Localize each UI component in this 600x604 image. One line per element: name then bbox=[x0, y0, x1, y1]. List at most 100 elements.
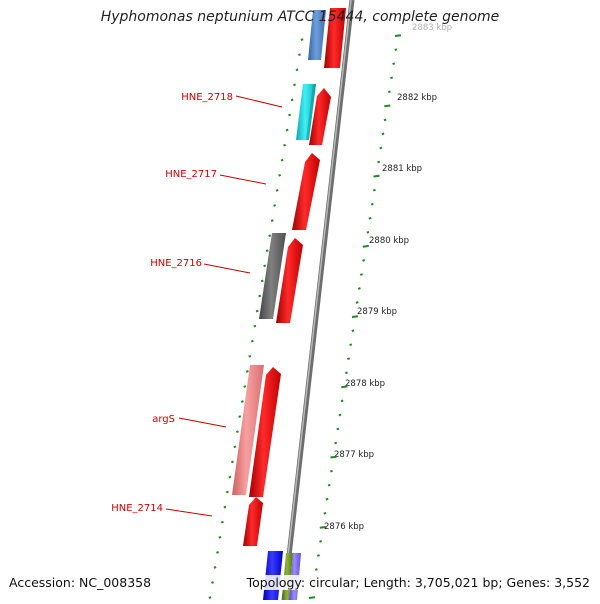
outer-ruler-tick bbox=[392, 62, 396, 66]
gene-label-hne-2714: HNE_2714 bbox=[111, 503, 163, 514]
outer-ruler-tick bbox=[377, 160, 381, 164]
outer-ruler-tick bbox=[325, 497, 329, 501]
outer-ruler-tick bbox=[319, 540, 323, 543]
outer-ruler-tick bbox=[372, 188, 376, 192]
kbp-label-2879: 2879 kbp bbox=[357, 307, 397, 317]
inner-ruler-tick bbox=[250, 339, 254, 343]
inner-ruler-tick bbox=[228, 475, 232, 479]
outer-ruler-tick bbox=[394, 48, 398, 51]
inner-ruler-tick bbox=[255, 309, 259, 313]
accession-text: Accession: NC_008358 bbox=[9, 575, 152, 590]
inner-ruler-tick bbox=[295, 68, 299, 72]
outer-ruler-tick bbox=[394, 34, 402, 37]
inner-ruler-tick bbox=[258, 294, 262, 298]
kbp-label-2878: 2878 kbp bbox=[345, 379, 385, 389]
inner-ruler-tick bbox=[223, 505, 227, 509]
gene-label-hne-2717: HNE_2717 bbox=[165, 169, 217, 180]
leader-line-hne-2716 bbox=[203, 263, 251, 274]
outer-ruler-tick bbox=[359, 273, 363, 276]
outer-ruler-tick bbox=[323, 511, 327, 515]
gene-red-args[interactable] bbox=[249, 367, 281, 497]
inner-ruler-tick bbox=[298, 53, 301, 57]
kbp-label-2880: 2880 kbp bbox=[369, 236, 409, 246]
outer-ruler-tick bbox=[387, 90, 391, 94]
gene-red-hne-2718[interactable] bbox=[309, 88, 331, 145]
inner-ruler-tick bbox=[263, 264, 267, 268]
inner-ruler-tick bbox=[220, 520, 224, 524]
kbp-label-2881: 2881 kbp bbox=[382, 164, 422, 174]
genome-summary-text: Topology: circular; Length: 3,705,021 bp… bbox=[244, 575, 592, 590]
inner-ruler-tick bbox=[238, 415, 242, 418]
map-title: Hyphomonas neptunium ATCC 15444, complet… bbox=[100, 9, 500, 25]
outer-ruler-tick bbox=[327, 483, 331, 487]
outer-ruler-tick bbox=[340, 399, 344, 403]
inner-ruler-tick bbox=[268, 234, 272, 238]
outer-ruler-tick bbox=[384, 104, 391, 108]
inner-ruler-tick bbox=[270, 219, 274, 222]
gene-label-hne-2718: HNE_2718 bbox=[181, 92, 233, 103]
inner-ruler-tick bbox=[288, 113, 292, 117]
leader-line-hne-2714 bbox=[165, 508, 213, 517]
outer-ruler-tick bbox=[379, 146, 383, 150]
inner-ruler-tick bbox=[253, 324, 257, 328]
inner-ruler-tick bbox=[260, 279, 264, 283]
outer-ruler-tick bbox=[338, 413, 342, 417]
outer-ruler-tick bbox=[368, 216, 372, 220]
outer-ruler-tick bbox=[336, 427, 340, 431]
inner-ruler-tick bbox=[243, 385, 247, 388]
gene-red-hne-2716[interactable] bbox=[276, 238, 303, 323]
inner-ruler-tick bbox=[300, 38, 304, 41]
inner-ruler-tick bbox=[235, 430, 239, 434]
inner-ruler-tick bbox=[218, 535, 222, 539]
outer-ruler-tick bbox=[366, 230, 370, 234]
outer-ruler-tick bbox=[341, 385, 348, 389]
outer-ruler-tick bbox=[381, 132, 385, 136]
inner-ruler-tick bbox=[233, 445, 237, 449]
gene-blue-steel[interactable] bbox=[308, 10, 326, 60]
inner-ruler-tick bbox=[248, 354, 252, 358]
gene-red-hne-2717[interactable] bbox=[292, 153, 320, 230]
ruler-ticks bbox=[208, 34, 402, 599]
gene-cyan-hne-2718[interactable] bbox=[296, 84, 316, 140]
outer-ruler-tick bbox=[357, 287, 361, 290]
inner-ruler-tick bbox=[278, 173, 282, 177]
outer-ruler-tick bbox=[319, 526, 326, 529]
gene-gray-hne-2716[interactable] bbox=[259, 233, 286, 319]
outer-ruler-tick bbox=[308, 596, 316, 599]
kbp-label-2876: 2876 kbp bbox=[324, 522, 364, 532]
outer-ruler-tick bbox=[351, 315, 359, 318]
inner-ruler-tick bbox=[245, 370, 249, 373]
gene-pink-args[interactable] bbox=[232, 365, 264, 495]
leader-line-args bbox=[178, 417, 227, 428]
kbp-label-2882: 2882 kbp bbox=[397, 93, 437, 103]
inner-ruler-tick bbox=[275, 189, 279, 192]
inner-ruler-tick bbox=[216, 551, 219, 554]
inner-ruler-tick bbox=[273, 204, 277, 207]
outer-ruler-tick bbox=[330, 455, 337, 459]
outer-ruler-tick bbox=[362, 244, 369, 248]
inner-ruler-tick bbox=[293, 83, 296, 87]
outer-ruler-tick bbox=[347, 357, 351, 361]
inner-ruler-tick bbox=[230, 460, 234, 464]
outer-ruler-tick bbox=[334, 441, 338, 445]
outer-ruler-tick bbox=[355, 301, 359, 304]
outer-ruler-tick bbox=[349, 343, 353, 347]
inner-ruler-tick bbox=[290, 98, 294, 102]
outer-ruler-tick bbox=[362, 259, 366, 262]
outer-ruler-tick bbox=[351, 329, 355, 333]
gene-red-top[interactable] bbox=[324, 8, 346, 68]
outer-ruler-tick bbox=[390, 76, 394, 80]
genome-backbone bbox=[281, 0, 355, 601]
leader-line-hne-2718 bbox=[235, 95, 283, 108]
kbp-label-2883: 2883 kbp bbox=[412, 23, 452, 33]
outer-ruler-tick bbox=[344, 371, 348, 375]
inner-ruler-tick bbox=[265, 249, 269, 253]
inner-ruler-tick bbox=[285, 128, 289, 132]
inner-ruler-tick bbox=[283, 143, 287, 147]
gene-red-hne-2714[interactable] bbox=[243, 497, 263, 546]
outer-ruler-tick bbox=[383, 118, 387, 122]
genome-backbone-highlight bbox=[282, 0, 352, 601]
inner-ruler-tick bbox=[280, 158, 284, 162]
